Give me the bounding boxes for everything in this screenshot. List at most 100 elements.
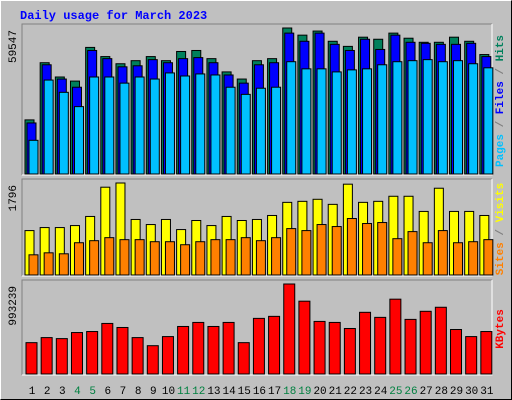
bar	[404, 318, 417, 375]
bar	[419, 310, 432, 375]
bar	[301, 68, 312, 175]
panel-edge	[21, 178, 492, 276]
bar	[116, 326, 129, 375]
y-tick-label: 59547	[8, 30, 20, 63]
bar	[343, 327, 356, 375]
bar	[210, 239, 221, 276]
x-tick-label: 19	[298, 386, 311, 398]
x-tick-label: 18	[283, 386, 296, 398]
bar	[407, 60, 418, 175]
panel-edge	[22, 280, 493, 376]
legend-separator: /	[495, 222, 507, 242]
legend-entry: Pages	[495, 134, 507, 167]
bar	[89, 240, 100, 276]
bar	[374, 316, 387, 375]
bar	[207, 325, 220, 375]
x-tick-label: 25	[389, 386, 402, 398]
bar	[450, 329, 463, 375]
bar	[316, 68, 327, 175]
bar	[104, 237, 115, 276]
x-tick-label: 15	[238, 386, 251, 398]
bar	[434, 306, 447, 375]
bar	[271, 237, 282, 276]
bar	[149, 78, 160, 175]
x-tick-label: 26	[404, 386, 417, 398]
x-tick-label: 24	[374, 386, 388, 398]
bar	[161, 336, 174, 375]
bar	[195, 73, 206, 175]
bar	[437, 61, 448, 175]
bar	[58, 253, 69, 276]
bar	[73, 106, 84, 175]
x-tick-label: 8	[135, 386, 142, 398]
bar	[301, 230, 312, 276]
bar	[392, 61, 403, 175]
bar	[392, 238, 403, 276]
bar	[210, 74, 221, 175]
y-tick-label: 1796	[8, 185, 20, 211]
bar	[164, 72, 175, 175]
legend: KBytes	[495, 309, 507, 349]
bar	[359, 311, 372, 375]
x-tick-label: 3	[59, 386, 66, 398]
bar	[180, 75, 191, 175]
bar	[331, 226, 342, 276]
bar	[134, 239, 145, 276]
x-tick-label: 27	[420, 386, 433, 398]
bar	[422, 59, 433, 175]
x-tick-label: 10	[162, 386, 175, 398]
x-tick-label: 28	[435, 386, 448, 398]
y-tick-label: 993239	[8, 286, 20, 326]
panel-edge	[22, 179, 493, 277]
legend: Sites / Visits	[495, 183, 507, 275]
bar	[89, 76, 100, 175]
x-tick-label: 6	[105, 386, 112, 398]
chart-title: Daily usage for March 2023	[20, 9, 207, 23]
bar	[407, 231, 418, 276]
legend-separator: /	[495, 114, 507, 134]
panel-edge	[21, 279, 492, 375]
bar	[298, 300, 311, 375]
bar	[483, 67, 494, 175]
x-tick-label: 5	[89, 386, 96, 398]
bar	[389, 298, 402, 375]
bar	[25, 342, 38, 375]
bar	[255, 240, 266, 276]
x-tick-label: 23	[359, 386, 372, 398]
bar	[346, 69, 357, 175]
bar	[331, 71, 342, 175]
x-tick-label: 16	[253, 386, 266, 398]
bar	[453, 60, 464, 175]
bar	[43, 79, 54, 175]
legend-entry: Hits	[495, 35, 507, 61]
bar	[131, 337, 144, 375]
x-tick-label: 9	[150, 386, 157, 398]
x-tick-label: 14	[222, 386, 236, 398]
bar	[328, 321, 341, 375]
bar	[192, 321, 205, 375]
bar	[255, 87, 266, 175]
bar	[377, 64, 388, 175]
bar	[483, 239, 494, 276]
x-tick-label: 11	[177, 386, 191, 398]
bar	[468, 241, 479, 276]
bar	[86, 331, 99, 375]
bar	[222, 321, 235, 375]
x-tick-label: 31	[480, 386, 494, 398]
legend-entry: KBytes	[495, 309, 507, 349]
legend-entry: Visits	[495, 183, 507, 223]
x-tick-label: 2	[44, 386, 51, 398]
x-tick-label: 1	[29, 386, 36, 398]
bar	[468, 63, 479, 175]
bar	[55, 338, 68, 375]
bar	[180, 244, 191, 276]
bar	[240, 237, 251, 276]
bar	[119, 82, 130, 175]
bar	[252, 317, 265, 375]
bar	[149, 241, 160, 276]
bar	[119, 239, 130, 276]
x-tick-label: 30	[465, 386, 478, 398]
